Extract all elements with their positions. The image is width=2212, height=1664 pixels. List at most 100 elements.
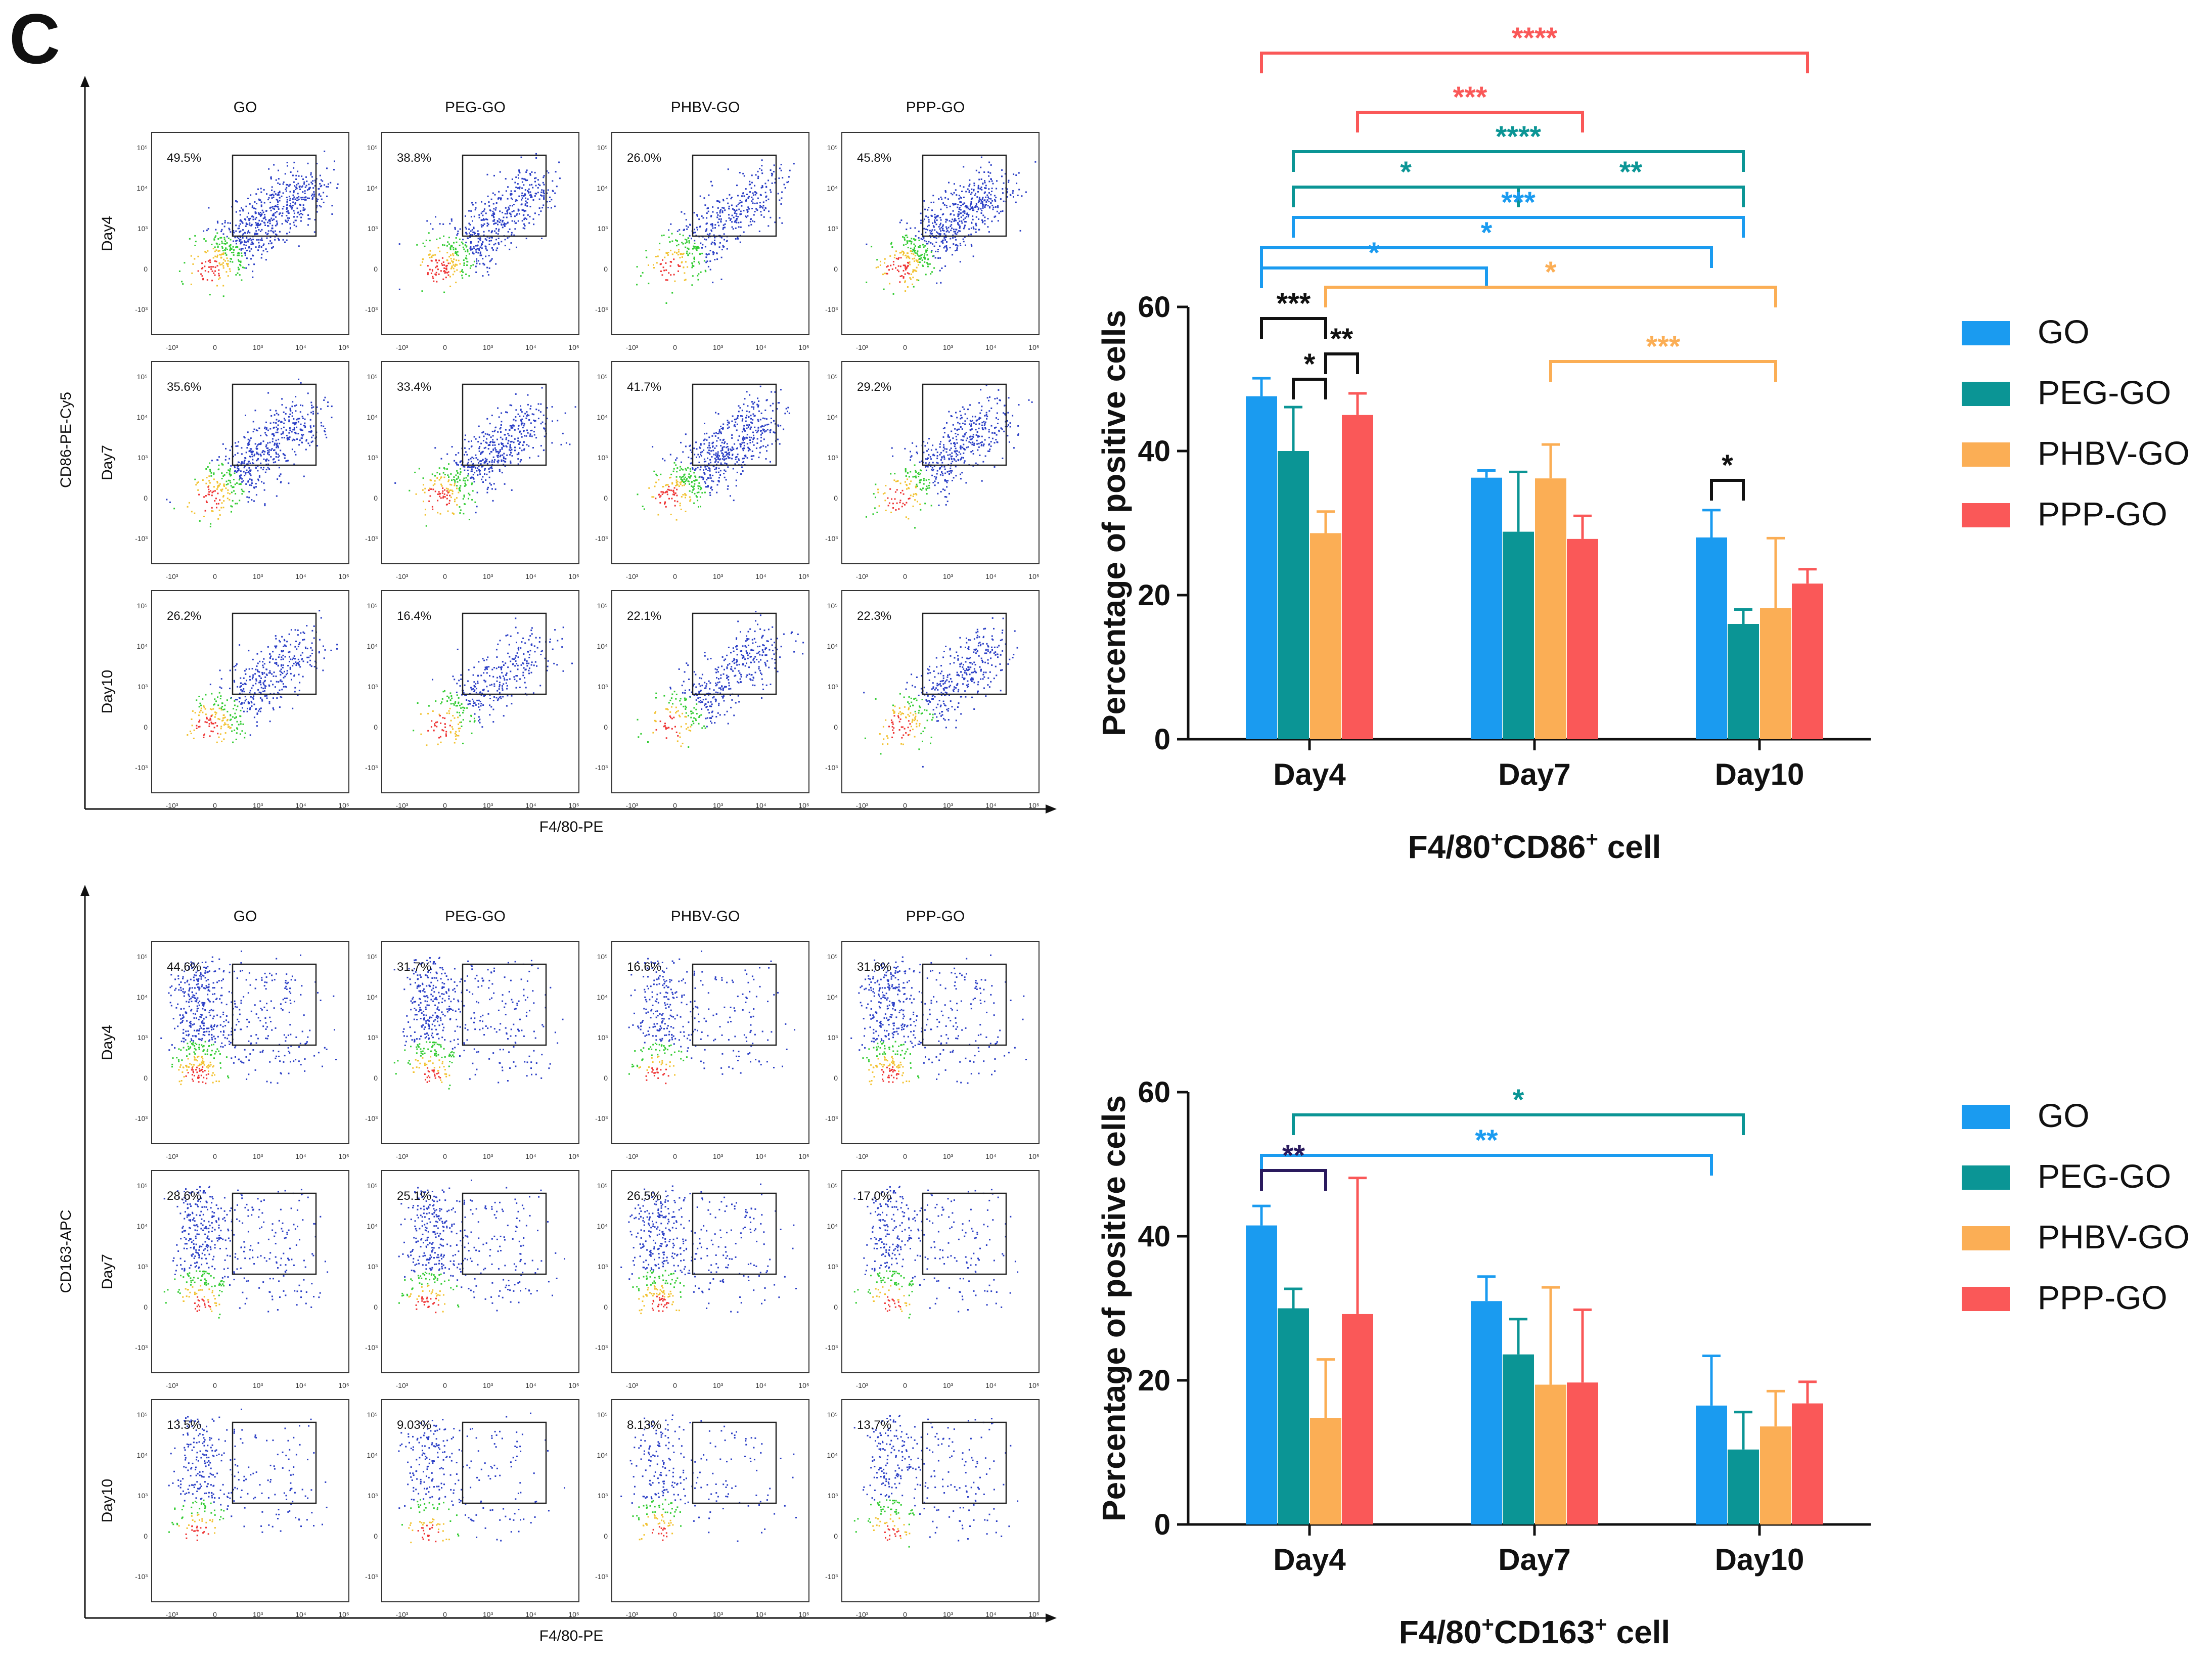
flow-y-tick: 10⁵ [827, 602, 838, 610]
chart-y-tick-label: 20 [1138, 579, 1170, 612]
flow-x-tick: 10⁵ [338, 1381, 349, 1389]
significance-label: ** [1619, 156, 1643, 189]
legend-label: PEG-GO [2038, 1157, 2171, 1195]
flow-y-tick: -10³ [825, 1114, 838, 1122]
flow-y-tick: 10⁵ [137, 144, 148, 152]
flow-scatter [628, 950, 795, 1085]
flow-plot: 9.03% -10³ 0 10³ 10⁴ 10⁵ 10⁵ 10⁴ 10³ 0 -10³ [365, 1399, 579, 1618]
flow-x-tick: 10³ [253, 572, 263, 580]
flow-plot: 49.5% -10³ 0 10³ 10⁴ 10⁵ 10⁵ 10⁴ 10³ 0 -10³ [135, 132, 349, 351]
flow-plot: 22.3% -10³ 0 10³ 10⁴ 10⁵ 10⁵ 10⁴ 10³ 0 -10³ [825, 590, 1040, 809]
flow-x-tick: 10³ [713, 1381, 724, 1389]
flow-x-tick: -10³ [626, 572, 639, 580]
bar-ppp-go [1567, 538, 1598, 739]
flow-gate-percent: 8.13% [627, 1418, 661, 1432]
flow-y-tick: 10³ [828, 1492, 838, 1500]
flow-x-tick: 10³ [253, 1381, 263, 1389]
flow-y-tick: 10⁴ [827, 1222, 838, 1230]
flow-y-tick: 10⁵ [367, 953, 378, 961]
flow-y-tick: -10³ [825, 305, 838, 313]
flow-y-tick: 0 [604, 1074, 608, 1082]
flow-y-tick: 10⁵ [827, 953, 838, 961]
flow-y-tick: 10⁴ [597, 184, 608, 192]
significance-bracket: * [1324, 256, 1777, 307]
significance-label: **** [1512, 22, 1558, 55]
flow-x-tick: 10³ [483, 572, 493, 580]
flow-row-day-label: Day4 [99, 1025, 116, 1060]
flow-x-tick: 10⁴ [755, 1610, 766, 1618]
flow-x-tick: 10³ [253, 1610, 263, 1618]
significance-bracket: * [1292, 156, 1520, 207]
flow-y-tick: 10⁴ [367, 642, 378, 650]
flow-x-tick: 10³ [943, 343, 954, 351]
flow-x-tick: 0 [673, 343, 677, 351]
significance-label: ** [1330, 323, 1353, 355]
flow-x-tick: 10⁴ [755, 572, 766, 580]
flow-y-tick: 10⁵ [597, 144, 608, 152]
flow-y-tick: 10⁴ [597, 413, 608, 421]
flow-y-tick: -10³ [825, 1343, 838, 1352]
chart-y-axis-label: Percentage of positive cells [1096, 1095, 1132, 1521]
flow-y-tick: 0 [374, 1303, 378, 1311]
flow-column-title: PPP-GO [906, 908, 965, 925]
flow-x-tick: 10⁴ [985, 801, 997, 809]
significance-bracket: * [1292, 1084, 1745, 1135]
flow-y-tick: -10³ [365, 763, 378, 772]
flow-x-tick: 0 [443, 1610, 447, 1618]
bar-go [1696, 1405, 1727, 1524]
significance-label: * [1722, 449, 1733, 482]
significance-label: ** [1475, 1124, 1498, 1157]
flow-x-tick: -10³ [166, 801, 178, 809]
flow-row-day-label: Day7 [99, 445, 116, 480]
flow-y-tick: 10⁴ [597, 642, 608, 650]
significance-bracket: * [1260, 216, 1713, 268]
flow-y-tick: 0 [374, 1532, 378, 1540]
flow-x-tick: 10³ [483, 1152, 493, 1160]
flow-y-tick: -10³ [595, 305, 608, 313]
flow-y-tick: 0 [834, 265, 838, 273]
flow-gate [922, 612, 1007, 695]
significance-label: * [1513, 1084, 1524, 1116]
flow-column-title: PEG-GO [445, 99, 506, 116]
flow-y-tick: 10⁵ [367, 144, 378, 152]
flow-x-tick: 10³ [253, 801, 263, 809]
bar-go [1246, 396, 1277, 739]
flow-y-tick: -10³ [365, 534, 378, 543]
chart-title: F4/80+CD86+ cell [1408, 827, 1661, 866]
flow-x-tick: 10³ [713, 1610, 724, 1618]
flow-y-tick: 10⁴ [827, 413, 838, 421]
flow-gate-percent: 17.0% [857, 1189, 891, 1203]
legend-swatch [1962, 503, 2010, 527]
flow-gate-percent: 41.7% [627, 380, 661, 394]
flow-x-tick: 0 [673, 1381, 677, 1389]
flow-row-day-label: Day4 [99, 216, 116, 251]
flow-x-tick: 0 [443, 801, 447, 809]
flow-x-tick: 10⁵ [798, 343, 809, 351]
flow-y-arrow [80, 76, 89, 87]
chart-y-tick-label: 40 [1138, 1220, 1170, 1253]
flow-x-tick: 10⁵ [338, 1152, 349, 1160]
bar-phbv-go [1310, 533, 1341, 739]
flow-x-tick: 0 [213, 1381, 217, 1389]
chart-x-tick-label: Day7 [1498, 1543, 1570, 1577]
significance-line [1260, 1169, 1327, 1191]
flow-gate-percent: 22.3% [857, 609, 891, 623]
flow-y-tick: 10⁴ [827, 993, 838, 1001]
flow-y-tick: 10⁵ [597, 953, 608, 961]
flow-x-tick: 10⁴ [755, 343, 766, 351]
flow-x-tick: 0 [673, 572, 677, 580]
flow-x-tick: 10³ [943, 1610, 954, 1618]
flow-x-tick: -10³ [166, 343, 178, 351]
flow-x-tick: 10⁵ [568, 801, 579, 809]
flow-x-tick: 10⁴ [985, 1610, 997, 1618]
flow-gate [692, 612, 777, 695]
flow-y-tick: 10³ [138, 454, 148, 462]
flow-row-day-label: Day10 [99, 670, 116, 714]
significance-line [1260, 246, 1713, 268]
flow-plot: 31.7% -10³ 0 10³ 10⁴ 10⁵ 10⁵ 10⁴ 10³ 0 -10³ [365, 941, 579, 1160]
significance-line [1260, 52, 1809, 73]
significance-line [1292, 1113, 1745, 1135]
flow-x-tick: -10³ [626, 801, 639, 809]
flow-x-tick: 0 [213, 572, 217, 580]
flow-x-tick: 10³ [483, 801, 493, 809]
